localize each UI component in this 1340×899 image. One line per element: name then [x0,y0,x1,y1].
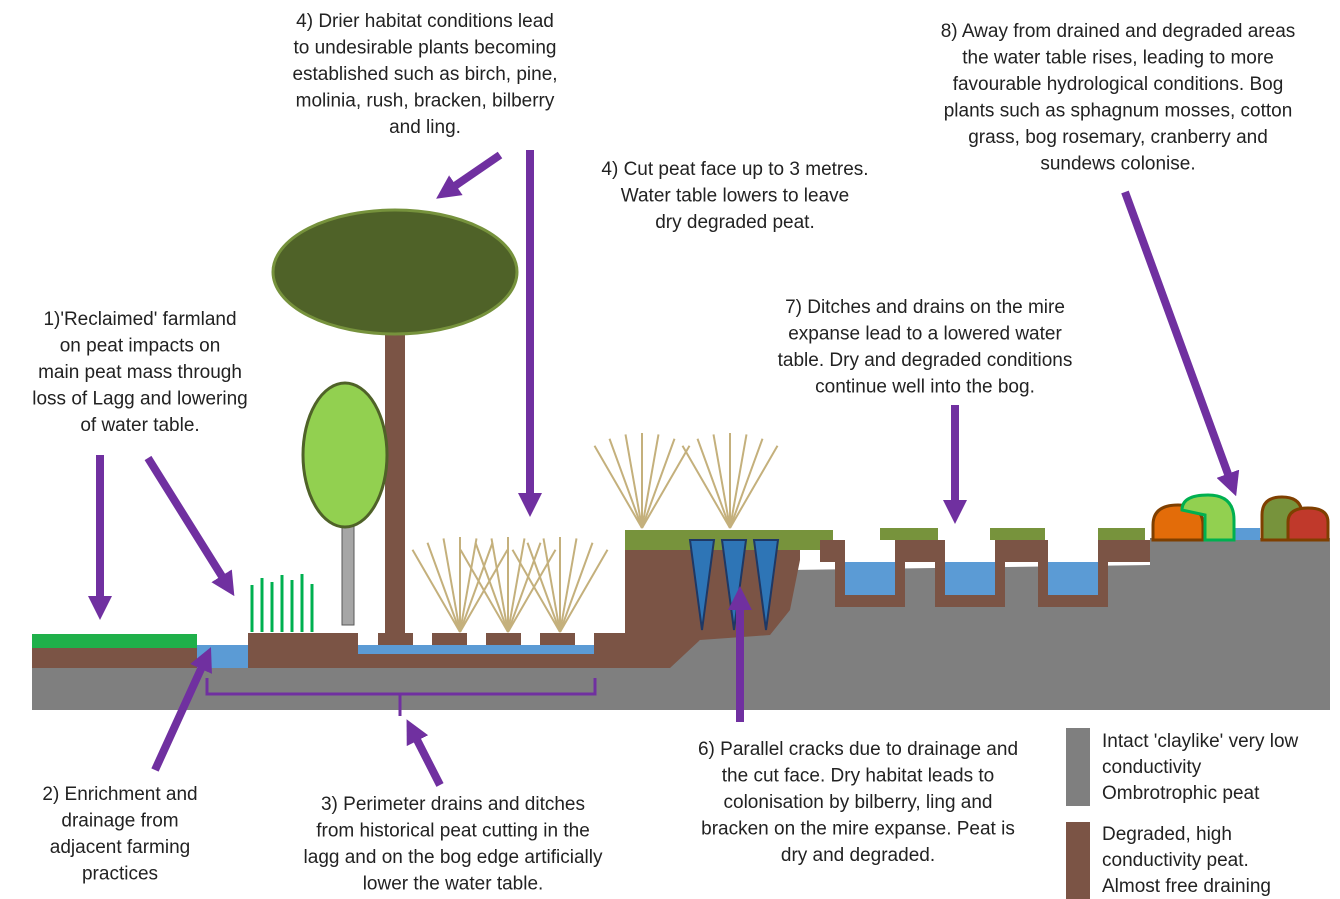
labels: 1)'Reclaimed' farmland on peat impacts on… [32,11,1298,897]
page: {"annotations": [ {"lines": ["1)'Reclaim… [0,0,1340,899]
birch-trunk [342,520,354,625]
annotation-line: adjacent farming [50,837,190,858]
pine-crown [273,210,517,334]
annotation-line: the cut face. Dry habitat leads to [722,766,995,787]
annotation-line: plants such as sphagnum mosses, cotton [944,101,1293,122]
annotation-line: and ling. [389,117,461,138]
tuft-blade [508,543,540,632]
tuft-blade [528,543,560,632]
annotation-line: 1)'Reclaimed' farmland [43,309,236,330]
legend-label: Intact 'claylike' very low [1102,731,1299,752]
legend-swatch-degraded [1066,822,1090,899]
cracks [690,540,778,630]
annotation-line: Water table lowers to leave [621,186,849,207]
annotation-line: on peat impacts on [60,336,221,357]
farmland-grass [32,634,197,648]
diagram: 1)'Reclaimed' farmland on peat impacts on… [0,0,1340,899]
annotation-line: molinia, rush, bracken, bilberry [296,91,555,112]
annotation-line: 4) Drier habitat conditions lead [296,11,554,32]
annotation-line: 7) Ditches and drains on the mire [785,297,1065,318]
legend-label: Almost free draining [1102,876,1271,897]
tuft-blade [560,543,592,632]
annotation-line: continue well into the bog. [815,377,1035,398]
tuft-blade [698,439,730,528]
tuft-blade [428,543,460,632]
annotation-line: table. Dry and degraded conditions [778,350,1073,371]
annotation-line: practices [82,864,158,885]
annotation-line: colonisation by bilberry, ling and [724,792,993,813]
rushes [252,574,312,632]
annotation-line: the water table rises, leading to more [962,48,1274,69]
tuft-blade [730,439,762,528]
annotation-line: 3) Perimeter drains and ditches [321,794,585,815]
annotation-line: dry degraded peat. [655,212,815,233]
tuft-blade [610,439,642,528]
annotation-line: lagg and on the bog edge artificially [304,847,603,868]
legend-label: conductivity [1102,757,1202,778]
annotation-line: of water table. [80,415,199,436]
pine-trunk [385,320,405,635]
annotation-line: 4) Cut peat face up to 3 metres. [601,159,868,180]
annotation-line: sundews colonise. [1040,154,1195,175]
farmland-peat [32,648,197,668]
annotation-line: 6) Parallel cracks due to drainage and [698,739,1018,760]
legend-label: conductivity peat. [1102,850,1249,871]
legend-swatch-intact [1066,728,1090,806]
annotation-line: from historical peat cutting in the [316,821,590,842]
annotation-line: expanse lead to a lowered water [788,324,1062,345]
annotation-line: 2) Enrichment and [42,784,197,805]
annotation-line: bracken on the mire expanse. Peat is [701,819,1015,840]
annotation-line: dry and degraded. [781,845,935,866]
annotation-line: 8) Away from drained and degraded areas [941,21,1296,42]
drain-water [358,645,594,654]
annotation-line: favourable hydrological conditions. Bog [953,74,1284,95]
annotation-line: main peat mass through [38,362,242,383]
annotation-line: established such as birch, pine, [292,64,557,85]
birch-crown [303,383,387,527]
annotation-line: drainage from [61,811,178,832]
annotation-line: to undesirable plants becoming [293,38,556,59]
annotation-line: loss of Lagg and lowering [32,389,247,410]
annotation-line: lower the water table. [363,874,544,895]
tuft-blade [642,439,674,528]
legend-label: Degraded, high [1102,824,1232,845]
annotation-line: grass, bog rosemary, cranberry and [968,127,1268,148]
legend-label: Ombrotrophic peat [1102,783,1260,804]
